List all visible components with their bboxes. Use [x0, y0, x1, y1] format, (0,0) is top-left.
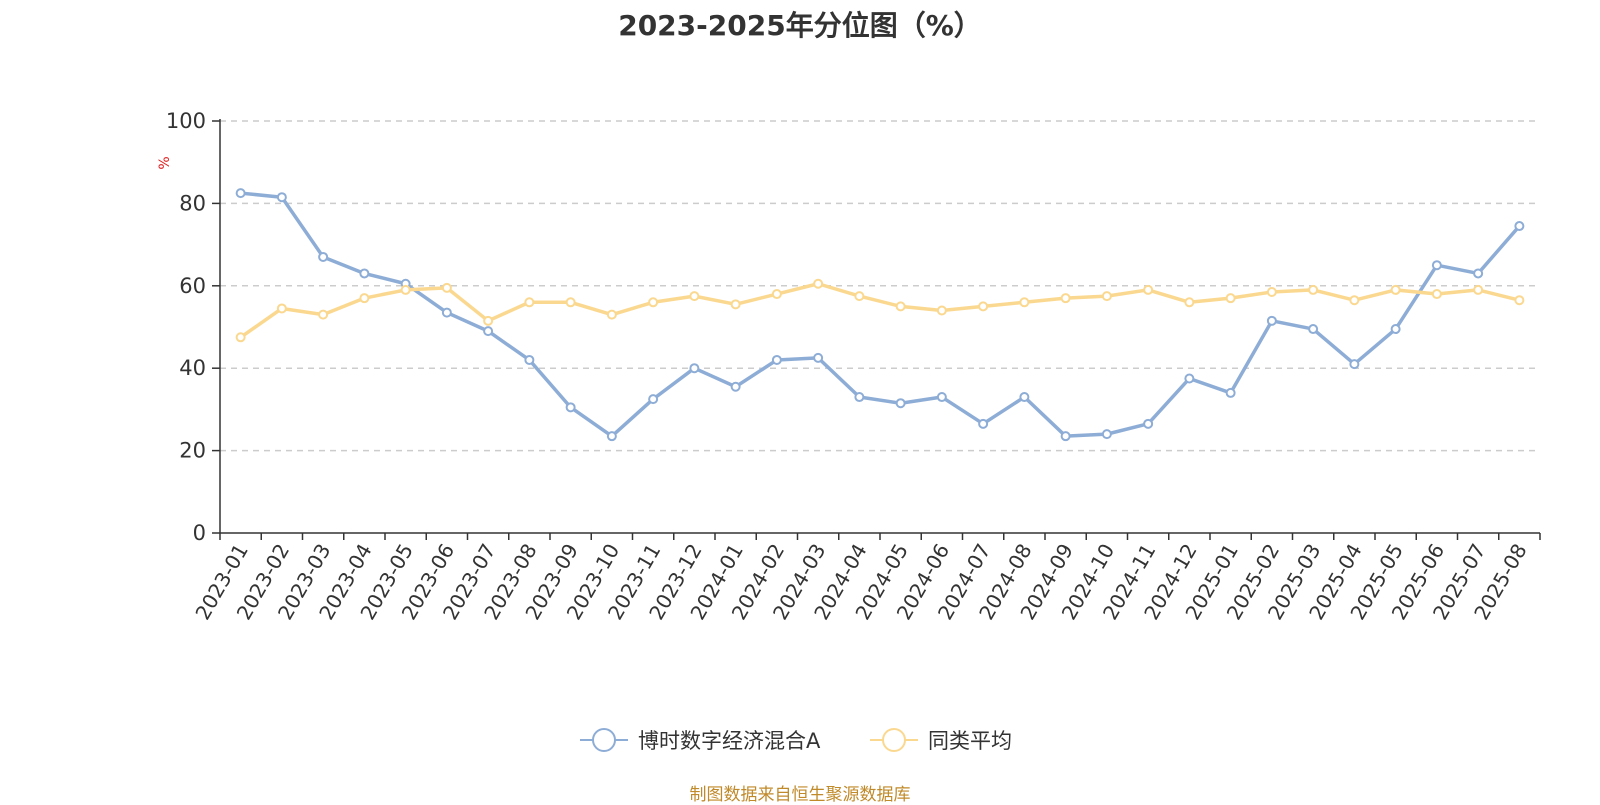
series-line: [239, 281, 1520, 339]
data-point: [1060, 431, 1071, 442]
data-point: [854, 291, 865, 302]
data-point: [483, 326, 494, 337]
data-point: [1390, 284, 1401, 295]
legend-label: 同类平均: [928, 729, 1012, 753]
data-point: [1308, 284, 1319, 295]
data-point: [441, 282, 452, 293]
data-point: [978, 418, 989, 429]
data-point: [606, 431, 617, 442]
data-point: [400, 284, 411, 295]
legend-item: 博时数字经济混合A: [580, 728, 821, 753]
y-tick-label: 0: [193, 521, 206, 545]
data-point: [854, 392, 865, 403]
data-point: [813, 278, 824, 289]
data-point: [1308, 324, 1319, 335]
data-point: [730, 381, 741, 392]
data-point: [1349, 359, 1360, 370]
legend-item: 同类平均: [870, 728, 1012, 753]
data-point: [813, 352, 824, 363]
grid-lines: [220, 120, 1540, 452]
data-point: [1473, 284, 1484, 295]
data-point: [565, 297, 576, 308]
data-point: [1060, 293, 1071, 304]
data-point: [524, 297, 535, 308]
data-point: [606, 309, 617, 320]
data-point: [771, 289, 782, 300]
data-point: [1514, 295, 1525, 306]
data-point: [276, 192, 287, 203]
data-point: [1266, 315, 1277, 326]
data-point: [1225, 387, 1236, 398]
data-point: [895, 301, 906, 312]
data-point: [235, 188, 246, 199]
data-point: [318, 251, 329, 262]
series-2: [235, 278, 1525, 343]
series-1: [235, 188, 1525, 442]
data-point: [1390, 324, 1401, 335]
y-tick-label: 80: [179, 191, 206, 215]
data-point: [1431, 289, 1442, 300]
data-point: [1184, 297, 1195, 308]
y-axis-ticks: 0 20 40 60 80 100: [166, 109, 220, 545]
y-tick-label: 60: [179, 274, 206, 298]
data-point: [1473, 268, 1484, 279]
data-point: [1225, 293, 1236, 304]
legend-marker: [592, 728, 616, 752]
axes: [219, 119, 1540, 534]
data-point: [978, 301, 989, 312]
legend: 博时数字经济混合A 同类平均: [580, 728, 1012, 753]
data-point: [771, 354, 782, 365]
data-point: [1019, 392, 1030, 403]
data-point: [1266, 286, 1277, 297]
data-point: [1143, 418, 1154, 429]
data-point: [648, 297, 659, 308]
data-point: [1143, 284, 1154, 295]
source-note: 制图数据来自恒生聚源数据库: [689, 785, 911, 805]
legend-marker: [882, 728, 906, 752]
data-point: [689, 291, 700, 302]
data-point: [1184, 373, 1195, 384]
data-point: [318, 309, 329, 320]
data-point: [730, 299, 741, 310]
data-point: [359, 268, 370, 279]
series-line: [240, 191, 1521, 438]
legend-label: 博时数字经济混合A: [638, 729, 821, 753]
data-point: [936, 392, 947, 403]
data-point: [1019, 297, 1030, 308]
data-point: [1101, 291, 1112, 302]
y-tick-label: 100: [166, 109, 206, 133]
x-axis-ticks: 2023-012023-022023-032023-042023-052023-…: [190, 533, 1541, 624]
data-point: [441, 307, 452, 318]
series-layer: [235, 188, 1525, 442]
chart-title: 2023-2025年分位图（%）: [618, 9, 982, 42]
y-tick-label: 40: [179, 356, 206, 380]
data-point: [936, 305, 947, 316]
data-point: [1101, 429, 1112, 440]
data-point: [648, 394, 659, 405]
data-point: [359, 293, 370, 304]
data-point: [276, 303, 287, 314]
data-point: [235, 332, 246, 343]
data-point: [565, 402, 576, 413]
data-point: [1514, 221, 1525, 232]
data-point: [689, 363, 700, 374]
data-point: [483, 315, 494, 326]
data-point: [1349, 295, 1360, 306]
data-point: [524, 354, 535, 365]
y-axis-label: %: [157, 156, 173, 169]
data-point: [1431, 260, 1442, 271]
data-point: [895, 398, 906, 409]
y-tick-label: 20: [179, 439, 206, 463]
